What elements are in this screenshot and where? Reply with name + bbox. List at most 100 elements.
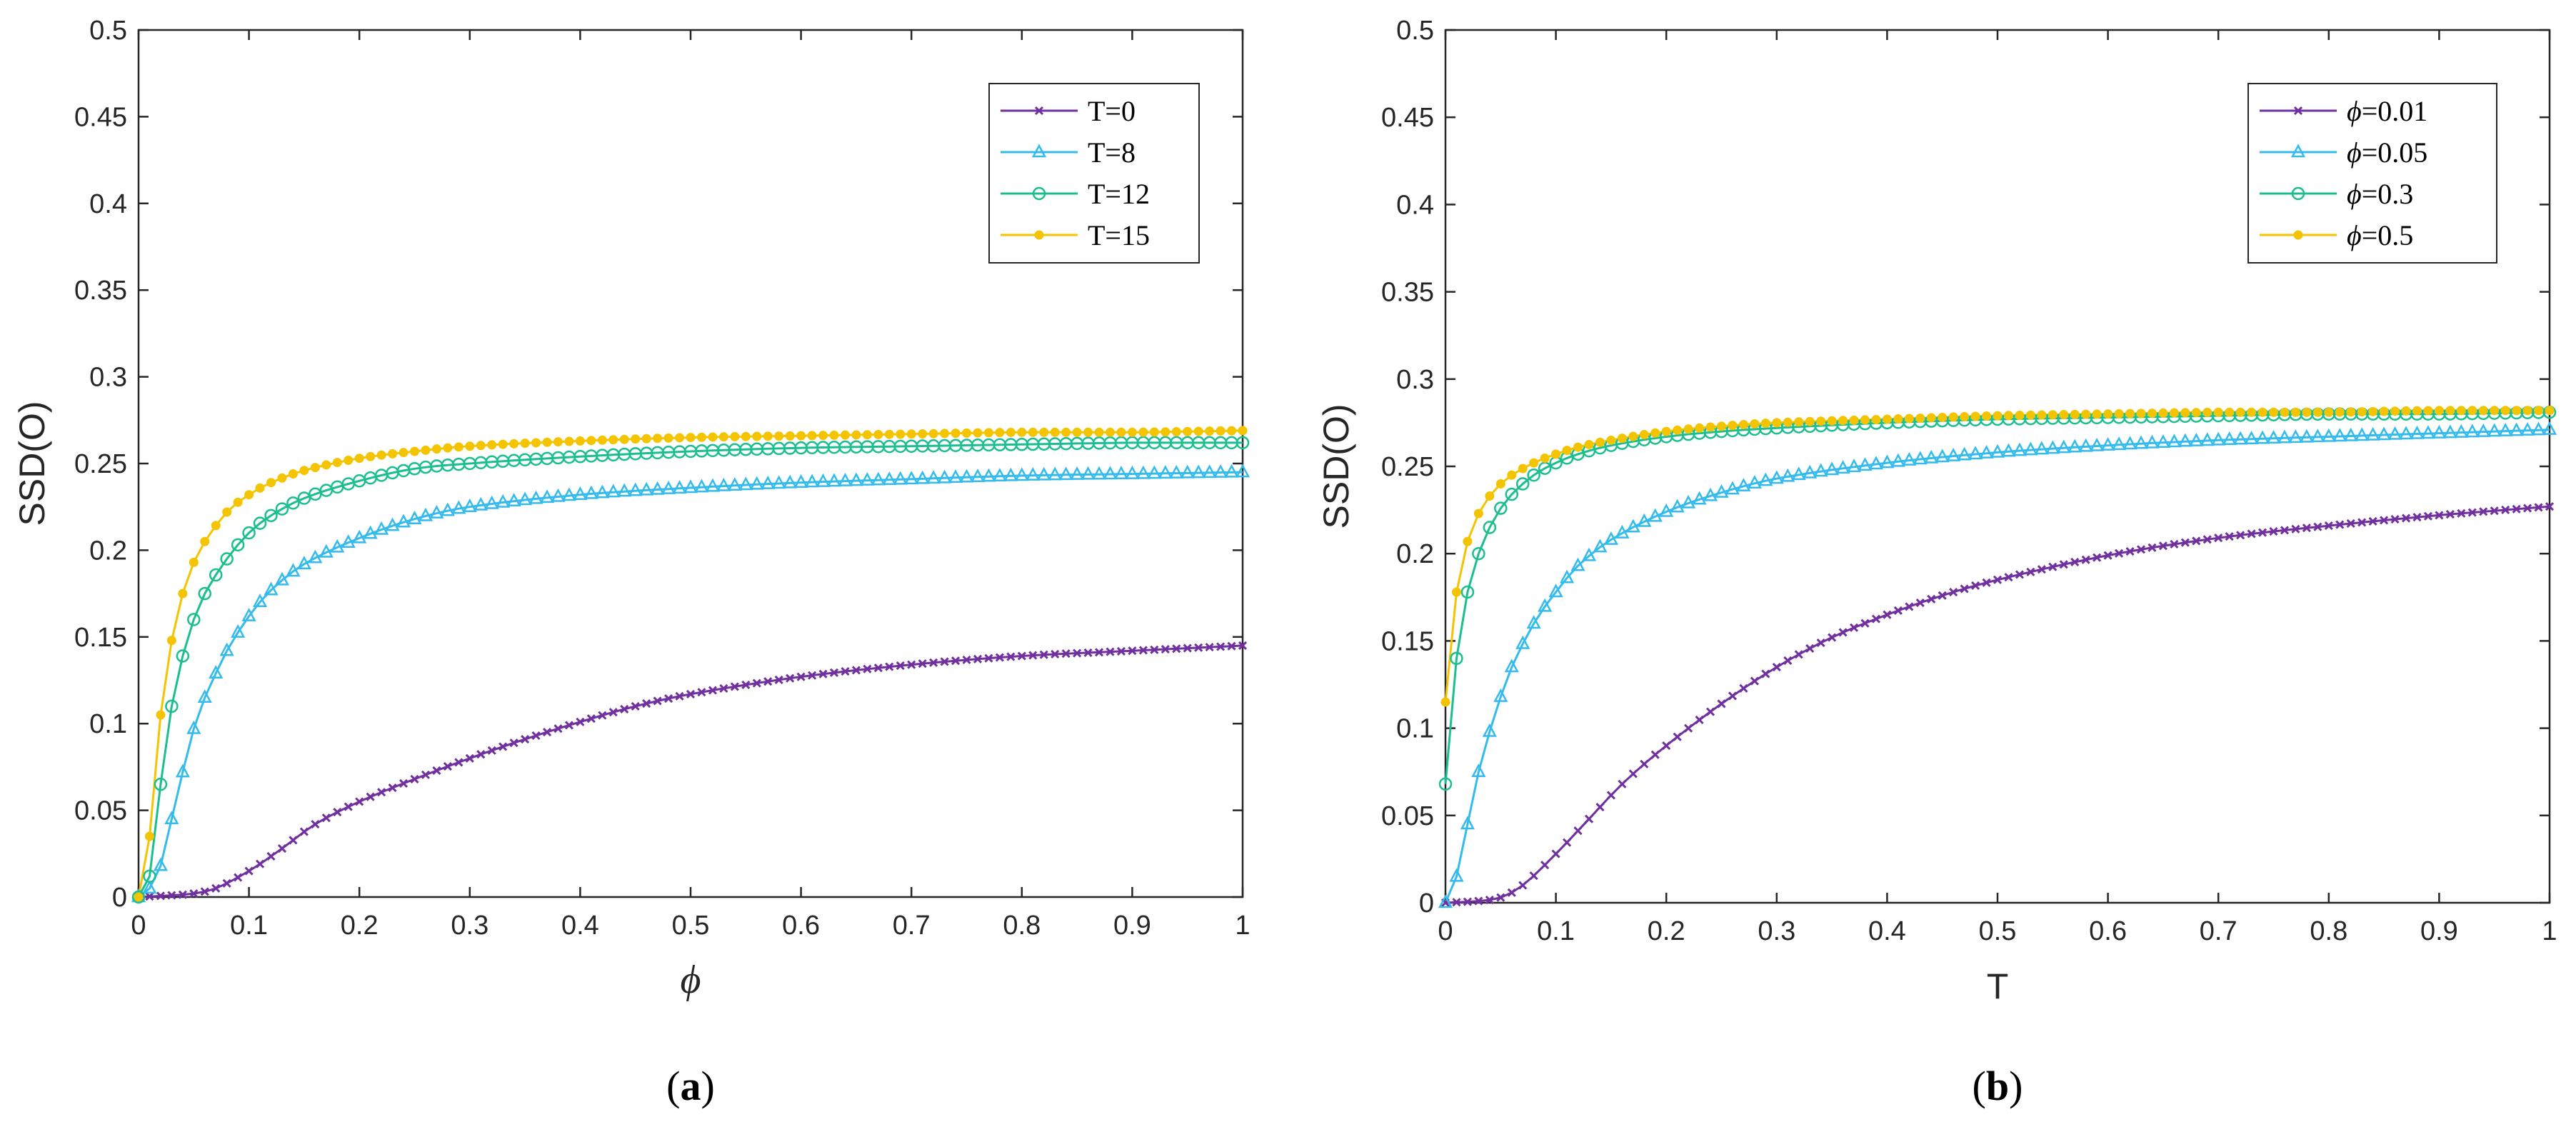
data-point [793, 474, 808, 488]
data-point [1202, 464, 1217, 479]
data-point [981, 468, 996, 482]
data-point [399, 448, 409, 458]
data-point [575, 436, 585, 446]
data-point [178, 890, 187, 899]
data-point [1017, 651, 1026, 661]
data-point [2093, 553, 2102, 562]
y-tick-label: 0.5 [89, 16, 127, 46]
data-point [1150, 645, 1159, 654]
data-point [1648, 508, 1663, 522]
data-point [2412, 406, 2422, 416]
x-tick-label: 0.9 [1113, 911, 1151, 941]
data-point [1138, 427, 1148, 437]
series-markers-b [1438, 405, 2557, 908]
data-point [1006, 652, 1016, 661]
data-point [1705, 707, 1715, 716]
series-markers [1440, 406, 2555, 707]
y-tick-label: 0.35 [1381, 278, 1434, 308]
data-point [1860, 618, 1870, 628]
data-point [2180, 408, 2190, 418]
data-point [1893, 414, 1903, 424]
data-point [2313, 522, 2322, 531]
data-point [1485, 896, 1494, 905]
data-point [2500, 406, 2510, 416]
legend-phi-symbol: ϕ [2347, 219, 2362, 251]
data-point [2512, 504, 2521, 514]
data-point [432, 766, 441, 776]
data-point [1805, 416, 1815, 426]
data-point [376, 450, 386, 460]
data-point [2255, 430, 2270, 444]
data-point [2512, 406, 2522, 416]
data-point [1128, 646, 1137, 656]
data-point [366, 792, 375, 801]
data-point [1838, 628, 1848, 637]
data-point [1526, 615, 1541, 629]
data-point [542, 437, 552, 447]
data-point [1116, 646, 1126, 656]
data-point [1180, 464, 1195, 479]
data-point [2045, 440, 2060, 454]
data-point [1191, 464, 1206, 479]
data-point [2269, 526, 2278, 536]
data-point [631, 434, 641, 444]
data-point [1628, 431, 1638, 441]
data-point [1138, 646, 1148, 655]
data-point [2257, 407, 2267, 417]
data-point [1858, 457, 1873, 471]
data-point [222, 507, 232, 517]
data-point [1625, 519, 1640, 533]
data-point [1496, 893, 1505, 902]
data-point [2420, 425, 2436, 439]
data-point [1868, 456, 1884, 470]
data-point [1970, 411, 1980, 421]
data-point [2423, 511, 2433, 521]
data-point [1515, 635, 1530, 649]
data-point [564, 721, 574, 730]
legend-value: =0.05 [2362, 136, 2428, 169]
data-point [2321, 428, 2336, 442]
data-point [1449, 868, 1464, 882]
y-tick-label: 0.45 [74, 102, 127, 132]
data-point [708, 432, 718, 442]
data-point [774, 675, 783, 684]
data-point [1213, 464, 1228, 478]
data-point [2059, 410, 2069, 420]
data-point [1618, 779, 1627, 788]
x-tick-label: 1 [1235, 911, 1250, 941]
data-point [1518, 464, 1528, 474]
data-point [1171, 426, 1181, 436]
data-point [377, 788, 386, 797]
data-point [1738, 420, 1748, 430]
y-tick-label: 0.25 [74, 449, 127, 479]
x-tick-label: 0.1 [230, 911, 268, 941]
data-point [465, 753, 474, 763]
data-point [1450, 651, 1463, 666]
data-point [308, 549, 323, 563]
data-point [2114, 409, 2124, 419]
data-point [598, 711, 607, 720]
data-point [1438, 894, 1453, 908]
data-point [286, 563, 301, 577]
data-point [1703, 487, 1718, 501]
legend-value: =0.3 [2362, 178, 2414, 210]
data-point [2442, 424, 2457, 439]
data-point [1193, 426, 1203, 436]
data-point [2456, 406, 2466, 416]
data-point [253, 516, 267, 530]
data-point [882, 471, 897, 486]
data-point [1127, 427, 1137, 437]
data-point [266, 851, 276, 861]
data-point [848, 472, 863, 486]
data-point [1460, 585, 1475, 599]
data-point [1584, 814, 1594, 823]
data-point [2266, 430, 2281, 444]
data-point [1205, 426, 1215, 436]
tick-labels-a: 0 0.1 0.2 0.3 0.4 0.5 0.6 0.7 0.8 0.9 1 0 0.05 0.1 0.1… [74, 16, 1251, 941]
data-point [1681, 494, 1696, 509]
data-point [818, 431, 828, 441]
data-point [531, 731, 541, 741]
legend-label: ϕ=0.5 [2347, 219, 2413, 251]
data-point [1902, 451, 1917, 466]
data-point [2068, 439, 2083, 453]
